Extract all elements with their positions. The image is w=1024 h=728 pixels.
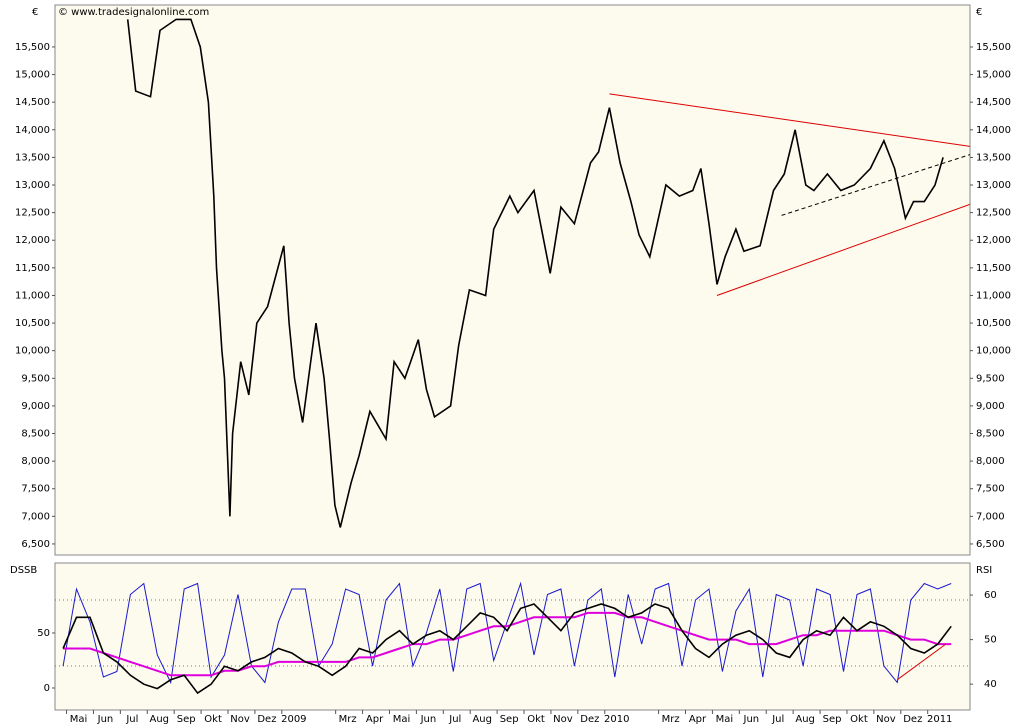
y2-tick-label: 60 [984, 590, 997, 601]
x-tick-label: Mai [70, 714, 88, 725]
line [609, 93, 970, 147]
y-tick-label-right: 6,500 [976, 539, 1005, 550]
y-tick-label: 12,000 [15, 235, 50, 246]
x-tick-label: Apr [366, 714, 384, 725]
x-tick-label: Mai [393, 714, 411, 725]
y-tick-label-right: 15,500 [976, 42, 1011, 53]
x-tick-label: Nov [553, 714, 573, 725]
y-tick-label-right: 7,000 [976, 511, 1005, 522]
x-tick-label: Nov [876, 714, 896, 725]
y-tick-label-right: 15,000 [976, 70, 1011, 81]
x-tick-label: Jun [97, 714, 114, 725]
y-tick-label: 9,000 [21, 401, 50, 412]
y-tick-label-right: 8,500 [976, 429, 1005, 440]
line [897, 643, 947, 681]
indicator-plot [55, 581, 970, 695]
x-tick-label: Dez [580, 714, 599, 725]
x-tick-label: Dez [257, 714, 276, 725]
y-tick-label-right: 11,000 [976, 290, 1011, 301]
y-tick-label-right: 9,000 [976, 401, 1005, 412]
y-tick-label: 8,000 [21, 456, 50, 467]
x-tick-label: Jun [420, 714, 437, 725]
y2-tick-label: 40 [984, 679, 997, 690]
source: © www.tradesignalonline.com [58, 7, 209, 18]
x-tick-label: Jul [125, 714, 138, 725]
price-plot [126, 18, 970, 528]
line [62, 603, 952, 695]
y2-label: RSI [976, 565, 992, 576]
x-tick-label: Aug [472, 714, 492, 725]
y-tick-label-right: 8,000 [976, 456, 1005, 467]
y-unit: € [32, 7, 38, 18]
y-tick-label-right: 9,500 [976, 373, 1005, 384]
y-tick-label-right: 10,500 [976, 318, 1011, 329]
y-tick-label: 50 [37, 628, 50, 639]
x-tick-label: Dez [903, 714, 922, 725]
y-tick-label: 10,500 [15, 318, 50, 329]
y-tick-label-right: 10,000 [976, 346, 1011, 357]
y-tick-label: 6,500 [21, 539, 50, 550]
x-tick-label: 2011 [927, 714, 952, 725]
y-tick-label: 13,500 [15, 152, 50, 163]
y-tick-label: 7,000 [21, 511, 50, 522]
x-tick-label: Apr [689, 714, 707, 725]
indicator-panel [54, 562, 971, 711]
x-tick-label: Jul [771, 714, 784, 725]
y-tick-label: 11,000 [15, 290, 50, 301]
y-unit-right: € [976, 7, 982, 18]
x-tick-label: Nov [230, 714, 250, 725]
y-tick-label: 10,000 [15, 346, 50, 357]
y-tick-label: 7,500 [21, 484, 50, 495]
y-tick-label-right: 13,000 [976, 180, 1011, 191]
y-tick-label-right: 7,500 [976, 484, 1005, 495]
y-tick-label: 15,500 [15, 42, 50, 53]
line [62, 581, 952, 685]
x-tick-label: Aug [149, 714, 169, 725]
y-tick-label-right: 14,000 [976, 125, 1011, 136]
x-tick-label: Sep [823, 714, 842, 725]
y-tick-label: 14,500 [15, 97, 50, 108]
y-tick-label: 13,000 [15, 180, 50, 191]
x-tick-label: Mai [716, 714, 734, 725]
x-tick-label: Jun [743, 714, 760, 725]
line [716, 203, 970, 296]
x-tick-label: Sep [500, 714, 519, 725]
y-tick-label-right: 12,000 [976, 235, 1011, 246]
x-tick-label: 2009 [281, 714, 306, 725]
x-tick-label: Mrz [662, 714, 680, 725]
y-tick-label: 11,500 [15, 263, 50, 274]
y-tick-label-right: 12,500 [976, 208, 1011, 219]
y-tick-label: 15,000 [15, 70, 50, 81]
y-tick-label: 14,000 [15, 125, 50, 136]
y-tick-label: 8,500 [21, 429, 50, 440]
x-tick-label: Okt [850, 714, 868, 725]
x-tick-label: Okt [204, 714, 222, 725]
x-tick-label: Aug [795, 714, 815, 725]
x-tick-label: Mrz [339, 714, 357, 725]
y-tick-label: 9,500 [21, 373, 50, 384]
line [126, 18, 944, 528]
line [63, 611, 952, 677]
y-label: DSSB [10, 565, 37, 576]
line [781, 154, 970, 216]
x-tick-label: 2010 [604, 714, 629, 725]
y-tick-label-right: 14,500 [976, 97, 1011, 108]
y-tick-label-right: 13,500 [976, 152, 1011, 163]
y-tick-label: 0 [44, 683, 50, 694]
y2-tick-label: 50 [984, 635, 997, 646]
x-tick-label: Sep [177, 714, 196, 725]
price-panel [54, 4, 971, 556]
y-tick-label: 12,500 [15, 208, 50, 219]
x-tick-label: Okt [527, 714, 545, 725]
y-tick-label-right: 11,500 [976, 263, 1011, 274]
x-tick-label: Jul [448, 714, 461, 725]
